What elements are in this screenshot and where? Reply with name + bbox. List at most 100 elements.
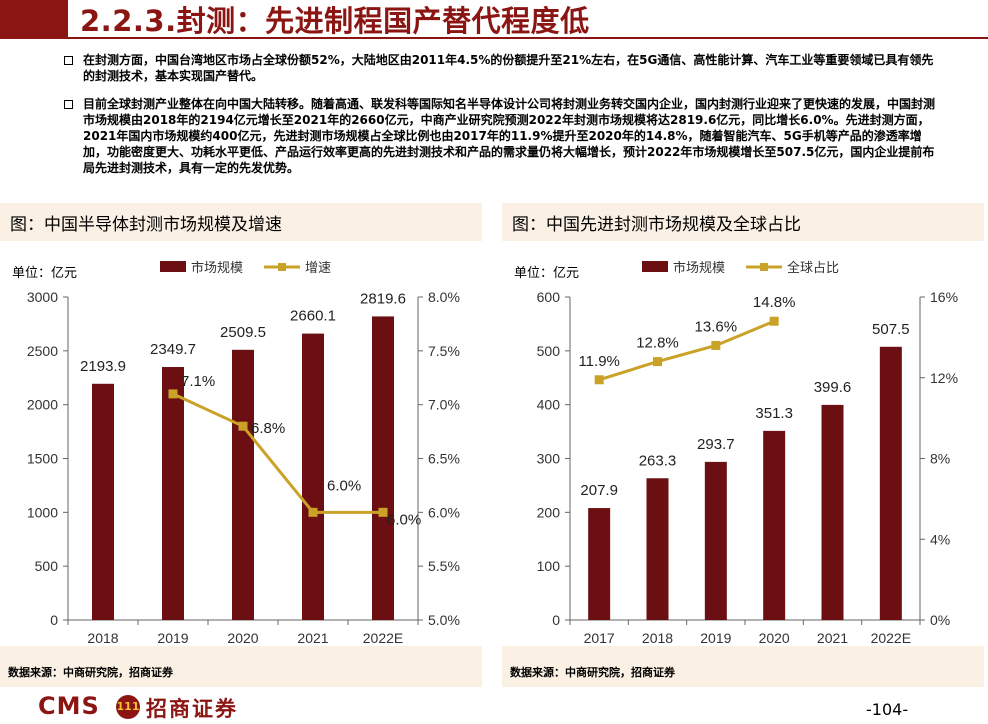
y-left-tick-label: 600 — [537, 289, 561, 305]
title-accent-block — [0, 0, 68, 38]
y-left-tick-label: 400 — [537, 397, 561, 413]
y-left-tick-label: 200 — [537, 504, 561, 520]
y-left-tick-label: 2500 — [27, 343, 58, 359]
bar-value-label: 399.6 — [814, 379, 852, 396]
x-tick-label: 2019 — [700, 630, 731, 646]
y-left-tick-label: 500 — [35, 558, 59, 574]
chart-panel-advanced-packaging: 图：中国先进封测市场规模及全球占比 单位：亿元 市场规模 全球占比 0 100 200 30… — [502, 203, 984, 687]
y-right-tick-label: 4% — [930, 531, 950, 547]
bar-2020 — [232, 349, 254, 620]
chart-source-advanced-packaging: 数据来源：中商研究院，招商证券 — [510, 666, 675, 679]
line-value-label: 6.0% — [327, 477, 361, 494]
bar-value-label: 263.3 — [639, 452, 677, 469]
line-series-增速 — [172, 392, 383, 514]
page-number: -104- — [866, 700, 909, 719]
legend-bar-swatch — [160, 261, 186, 272]
x-tick-label: 2021 — [817, 630, 848, 646]
y-right-tick-label: 5.5% — [428, 558, 460, 574]
chart-area-packaging-market: 单位：亿元 市场规模 增速 0 500 1000 1500 2000 2500 3000 5.0% 5… — [0, 241, 482, 646]
x-tick-label: 2018 — [87, 630, 118, 646]
x-tick-label: 2021 — [297, 630, 328, 646]
x-tick-label: 2018 — [642, 630, 673, 646]
bar-value-label: 2819.6 — [360, 290, 406, 307]
logo-mark-icon: 111 — [116, 695, 140, 719]
bar-value-label: 2193.9 — [80, 358, 126, 375]
line-point-2022E — [378, 507, 388, 517]
bar-value-label: 293.7 — [697, 436, 735, 453]
chart-title-advanced-packaging: 图：中国先进封测市场规模及全球占比 — [512, 215, 801, 235]
y-right-tick-label: 8.0% — [428, 289, 460, 305]
legend-line-label: 增速 — [305, 261, 331, 276]
legend-bar-label: 市场规模 — [191, 260, 243, 276]
y-left-tick-label: 2000 — [27, 397, 58, 413]
chart-unit-label: 单位：亿元 — [12, 266, 77, 281]
bullet-text-2: 目前全球封测产业整体在向中国大陆转移。随着高通、联发科等国际知名半导体设计公司将… — [83, 97, 936, 175]
bar-2019 — [162, 367, 184, 620]
x-tick-label: 2020 — [759, 630, 790, 646]
logo-chinese: 招商证券 — [146, 697, 238, 721]
y-left-tick-label: 0 — [50, 612, 58, 628]
line-value-label: 6.8% — [251, 420, 285, 437]
bar-2017 — [588, 508, 611, 620]
line-value-label: 11.9% — [578, 353, 619, 370]
line-value-label: 6.0% — [387, 511, 421, 528]
y-right-tick-label: 7.0% — [428, 397, 460, 413]
y-left-tick-label: 3000 — [27, 289, 58, 305]
line-point-2019 — [168, 389, 178, 399]
y-right-tick-label: 6.0% — [428, 504, 460, 520]
chart-svg-advanced-packaging: 单位：亿元 市场规模 全球占比 0 100 200 300 400 500 600 0% 4% 8% 12… — [514, 260, 958, 646]
chart-title-packaging-market: 图：中国半导体封测市场规模及增速 — [10, 215, 282, 235]
line-value-label: 12.8% — [636, 335, 679, 352]
chart-area-advanced-packaging: 单位：亿元 市场规模 全球占比 0 100 200 300 400 500 600 0% 4% 8% 12… — [502, 241, 984, 646]
page-title: 2.2.3.封测：先进制程国产替代程度低 — [80, 4, 590, 38]
legend-line-label: 全球占比 — [787, 260, 839, 276]
bar-value-label: 2509.5 — [220, 324, 266, 341]
y-left-tick-label: 500 — [537, 343, 561, 359]
bar-2020 — [763, 430, 786, 620]
bar-value-label: 2349.7 — [150, 341, 196, 358]
line-point-2021 — [308, 507, 318, 517]
title-rule — [0, 37, 988, 39]
line-value-label: 13.6% — [695, 318, 738, 335]
bar-2022E — [879, 346, 902, 620]
bar-2021 — [821, 404, 844, 620]
bar-2021 — [302, 333, 324, 620]
y-right-tick-label: 6.5% — [428, 451, 460, 467]
chart-panel-packaging-market: 图：中国半导体封测市场规模及增速 单位：亿元 市场规模 增速 0 500 1000 1500… — [0, 203, 482, 687]
legend-line-marker — [278, 263, 286, 271]
y-right-tick-label: 0% — [930, 612, 950, 628]
legend-bar-swatch — [642, 261, 668, 272]
y-right-tick-label: 8% — [930, 451, 950, 467]
bar-value-label: 351.3 — [755, 405, 793, 422]
bar-2019 — [704, 461, 727, 620]
legend-bar-label: 市场规模 — [673, 260, 725, 276]
logo-latin: CMS — [38, 692, 100, 720]
y-right-tick-label: 16% — [930, 289, 958, 305]
y-left-tick-label: 300 — [537, 451, 561, 467]
line-value-label: 14.8% — [753, 294, 796, 311]
legend-line-marker — [760, 263, 768, 271]
x-tick-label: 2022E — [363, 630, 403, 646]
y-right-tick-label: 5.0% — [428, 612, 460, 628]
line-point-2018 — [653, 357, 662, 367]
y-left-tick-label: 1500 — [27, 451, 58, 467]
title-bar: 2.2.3.封测：先进制程国产替代程度低 — [0, 0, 988, 39]
line-point-2019 — [711, 340, 721, 350]
bullet-square-icon — [64, 100, 73, 109]
bullet-square-icon — [64, 56, 73, 65]
line-point-2020 — [238, 421, 248, 431]
bar-value-label: 507.5 — [872, 321, 910, 338]
bar-2022E — [372, 316, 394, 620]
bar-2018 — [646, 478, 669, 620]
chart-unit-label: 单位：亿元 — [514, 266, 579, 281]
chart-source-packaging-market: 数据来源：中商研究院，招商证券 — [8, 666, 173, 679]
y-left-tick-label: 0 — [552, 612, 560, 628]
y-left-tick-label: 1000 — [27, 504, 58, 520]
line-point-2017 — [594, 375, 604, 385]
x-tick-label: 2022E — [871, 630, 911, 646]
x-tick-label: 2017 — [584, 630, 615, 646]
y-left-tick-label: 100 — [537, 558, 561, 574]
y-right-tick-label: 12% — [930, 370, 958, 386]
x-tick-label: 2019 — [157, 630, 188, 646]
line-series-全球占比 — [598, 319, 775, 382]
